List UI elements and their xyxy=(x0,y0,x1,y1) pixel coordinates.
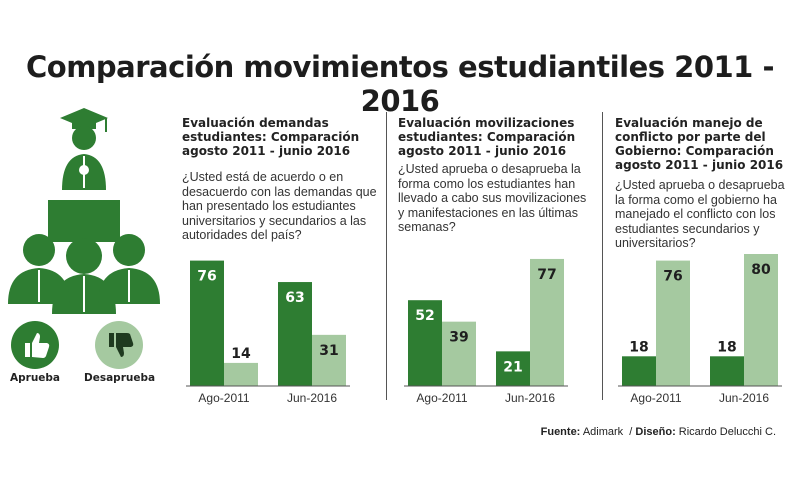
panel-1-question: ¿Usted está de acuerdo o en desacuerdo c… xyxy=(182,170,377,242)
footer-credits: Fuente: Adimark / Diseño: Ricardo Delucc… xyxy=(540,426,776,438)
legend-approve-label: Aprueba xyxy=(10,372,61,384)
category-label: Jun-2016 xyxy=(719,391,769,405)
bar-jun-2016-aprueba xyxy=(278,282,312,386)
bar-value-label: 80 xyxy=(751,262,771,278)
bar-ago-2011-aprueba xyxy=(622,356,656,386)
bar-value-label: 52 xyxy=(415,308,434,324)
bar-jun-2016-desaprueba xyxy=(312,334,346,386)
bar-value-label: 76 xyxy=(663,269,682,285)
panel-3-heading: Evaluación manejo de conflicto por parte… xyxy=(615,116,784,172)
bar-chart-2: 52 39 Ago-2011 21 77 Jun-2016 xyxy=(404,258,568,405)
panel-2-heading: Evaluación movilizaciones estudiantes: C… xyxy=(398,116,576,158)
source-label: Fuente: xyxy=(540,426,581,438)
page-title: Comparación movimientos estudiantiles 20… xyxy=(26,50,775,118)
panel-3-question: ¿Usted aprueba o desaprueba la forma com… xyxy=(615,178,785,250)
category-label: Ago-2011 xyxy=(630,391,681,405)
bar-jun-2016-aprueba xyxy=(496,351,530,386)
bar-value-label: 21 xyxy=(503,359,522,375)
design-value: Ricardo Delucchi C. xyxy=(678,426,776,438)
bar-chart-3: 18 76 Ago-2011 18 80 Jun-2016 xyxy=(618,254,782,405)
design-label: Diseño: xyxy=(635,426,676,438)
thumbs-down-icon xyxy=(95,321,143,369)
bar-chart-1: 76 14 Ago-2011 63 31 Jun-2016 xyxy=(186,260,350,405)
category-label: Jun-2016 xyxy=(287,391,337,405)
bar-value-label: 18 xyxy=(629,339,648,355)
category-label: Jun-2016 xyxy=(505,391,555,405)
thumbs-up-icon xyxy=(11,321,59,369)
bar-value-label: 76 xyxy=(197,269,216,285)
bar-jun-2016-desaprueba xyxy=(530,258,564,386)
bar-value-label: 39 xyxy=(449,330,468,346)
bar-ago-2011-desaprueba xyxy=(656,260,690,386)
bar-value-label: 63 xyxy=(285,290,304,306)
bar-ago-2011-desaprueba xyxy=(224,362,258,386)
panel-divider-2 xyxy=(602,112,603,400)
source-value: Adimark xyxy=(582,426,624,438)
panel-2-question: ¿Usted aprueba o desaprueba la forma com… xyxy=(398,162,587,234)
bar-value-label: 31 xyxy=(319,343,338,359)
bar-value-label: 18 xyxy=(717,339,736,355)
panel-divider-1 xyxy=(386,112,387,400)
bar-jun-2016-aprueba xyxy=(710,356,744,386)
legend-disapprove-label: Desaprueba xyxy=(84,372,156,384)
bar-ago-2011-aprueba xyxy=(408,300,442,386)
category-label: Ago-2011 xyxy=(416,391,467,405)
teacher-students-icon xyxy=(8,108,160,314)
bar-jun-2016-desaprueba xyxy=(744,254,778,386)
category-label: Ago-2011 xyxy=(198,391,249,405)
bar-value-label: 14 xyxy=(231,346,251,362)
panel-1-heading: Evaluación demandas estudiantes: Compara… xyxy=(182,116,360,158)
bar-value-label: 77 xyxy=(537,267,556,283)
bar-ago-2011-desaprueba xyxy=(442,321,476,386)
bar-ago-2011-aprueba xyxy=(190,260,224,386)
